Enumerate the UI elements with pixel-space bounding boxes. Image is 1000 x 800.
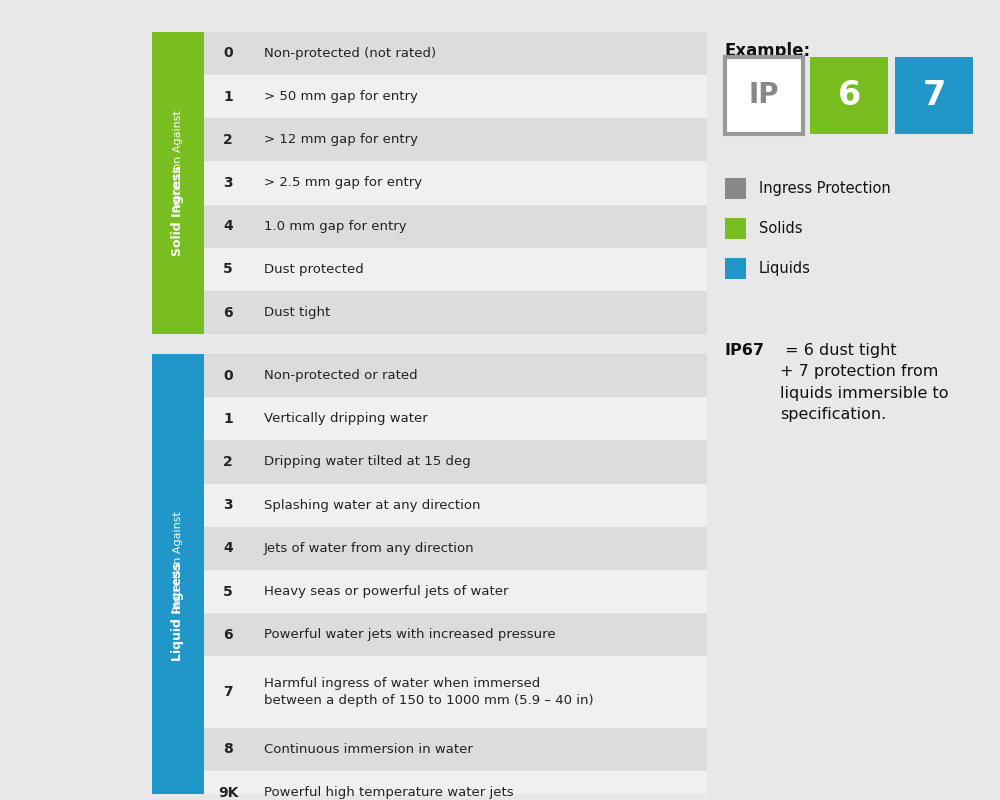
Text: Dust tight: Dust tight: [264, 306, 330, 319]
Text: > 12 mm gap for entry: > 12 mm gap for entry: [264, 134, 418, 146]
Text: Liquid Ingress: Liquid Ingress: [172, 562, 184, 662]
FancyBboxPatch shape: [204, 728, 707, 771]
FancyBboxPatch shape: [204, 205, 707, 248]
FancyBboxPatch shape: [204, 397, 707, 440]
FancyBboxPatch shape: [204, 613, 707, 656]
FancyBboxPatch shape: [204, 570, 707, 613]
Text: 0: 0: [223, 369, 233, 382]
Text: Dripping water tilted at 15 deg: Dripping water tilted at 15 deg: [264, 455, 471, 469]
FancyBboxPatch shape: [204, 354, 707, 397]
FancyBboxPatch shape: [204, 483, 707, 526]
FancyBboxPatch shape: [204, 526, 707, 570]
Text: 0: 0: [223, 46, 233, 60]
FancyBboxPatch shape: [204, 248, 707, 291]
FancyBboxPatch shape: [204, 771, 707, 800]
Text: 8: 8: [223, 742, 233, 757]
Text: 6: 6: [837, 79, 861, 112]
Text: > 2.5 mm gap for entry: > 2.5 mm gap for entry: [264, 177, 422, 190]
Text: Non-protected (not rated): Non-protected (not rated): [264, 47, 436, 60]
Text: 3: 3: [223, 498, 233, 512]
Text: 1: 1: [223, 412, 233, 426]
Text: Non-protected or rated: Non-protected or rated: [264, 369, 418, 382]
FancyBboxPatch shape: [204, 118, 707, 162]
Text: 4: 4: [223, 219, 233, 233]
FancyBboxPatch shape: [204, 291, 707, 334]
Text: IP67: IP67: [725, 342, 765, 358]
Text: Ingress Protection: Ingress Protection: [759, 181, 891, 196]
Text: 6: 6: [223, 306, 233, 319]
FancyBboxPatch shape: [725, 218, 746, 239]
Text: 5: 5: [223, 262, 233, 276]
FancyBboxPatch shape: [204, 162, 707, 205]
FancyBboxPatch shape: [204, 656, 707, 728]
Text: Solids: Solids: [759, 221, 802, 236]
Text: Dust protected: Dust protected: [264, 263, 364, 276]
Text: = 6 dust tight
+ 7 protection from
liquids immersible to
specification.: = 6 dust tight + 7 protection from liqui…: [780, 342, 948, 422]
Text: Harmful ingress of water when immersed
between a depth of 150 to 1000 mm (5.9 – : Harmful ingress of water when immersed b…: [264, 678, 594, 707]
Text: Powerful water jets with increased pressure: Powerful water jets with increased press…: [264, 628, 556, 642]
Text: Vertically dripping water: Vertically dripping water: [264, 412, 428, 426]
Text: Solid Ingress: Solid Ingress: [172, 166, 184, 256]
Text: Example:: Example:: [725, 42, 811, 60]
Text: 1.0 mm gap for entry: 1.0 mm gap for entry: [264, 220, 407, 233]
Text: Continuous immersion in water: Continuous immersion in water: [264, 743, 473, 756]
FancyBboxPatch shape: [725, 178, 746, 199]
FancyBboxPatch shape: [152, 354, 204, 800]
FancyBboxPatch shape: [895, 57, 973, 134]
Text: 4: 4: [223, 542, 233, 555]
Text: 7: 7: [922, 79, 946, 112]
FancyBboxPatch shape: [204, 32, 707, 75]
Text: > 50 mm gap for entry: > 50 mm gap for entry: [264, 90, 418, 103]
FancyBboxPatch shape: [810, 57, 888, 134]
Text: Heavy seas or powerful jets of water: Heavy seas or powerful jets of water: [264, 585, 509, 598]
Text: Powerful high temperature water jets: Powerful high temperature water jets: [264, 786, 514, 799]
FancyBboxPatch shape: [204, 75, 707, 118]
Text: 1: 1: [223, 90, 233, 103]
Text: 2: 2: [223, 455, 233, 469]
FancyBboxPatch shape: [725, 258, 746, 278]
Text: 3: 3: [223, 176, 233, 190]
Text: Jets of water from any direction: Jets of water from any direction: [264, 542, 475, 555]
FancyBboxPatch shape: [152, 32, 204, 334]
Text: 2: 2: [223, 133, 233, 146]
FancyBboxPatch shape: [204, 440, 707, 483]
Text: Splashing water at any direction: Splashing water at any direction: [264, 498, 480, 512]
Text: 5: 5: [223, 585, 233, 598]
Text: Protection Against: Protection Against: [173, 511, 183, 613]
Text: Protection Against: Protection Against: [173, 110, 183, 212]
Text: Liquids: Liquids: [759, 261, 811, 275]
FancyBboxPatch shape: [725, 57, 803, 134]
Text: 9K: 9K: [218, 786, 238, 800]
Text: 6: 6: [223, 628, 233, 642]
Text: 7: 7: [223, 685, 233, 699]
Text: IP: IP: [749, 82, 779, 110]
